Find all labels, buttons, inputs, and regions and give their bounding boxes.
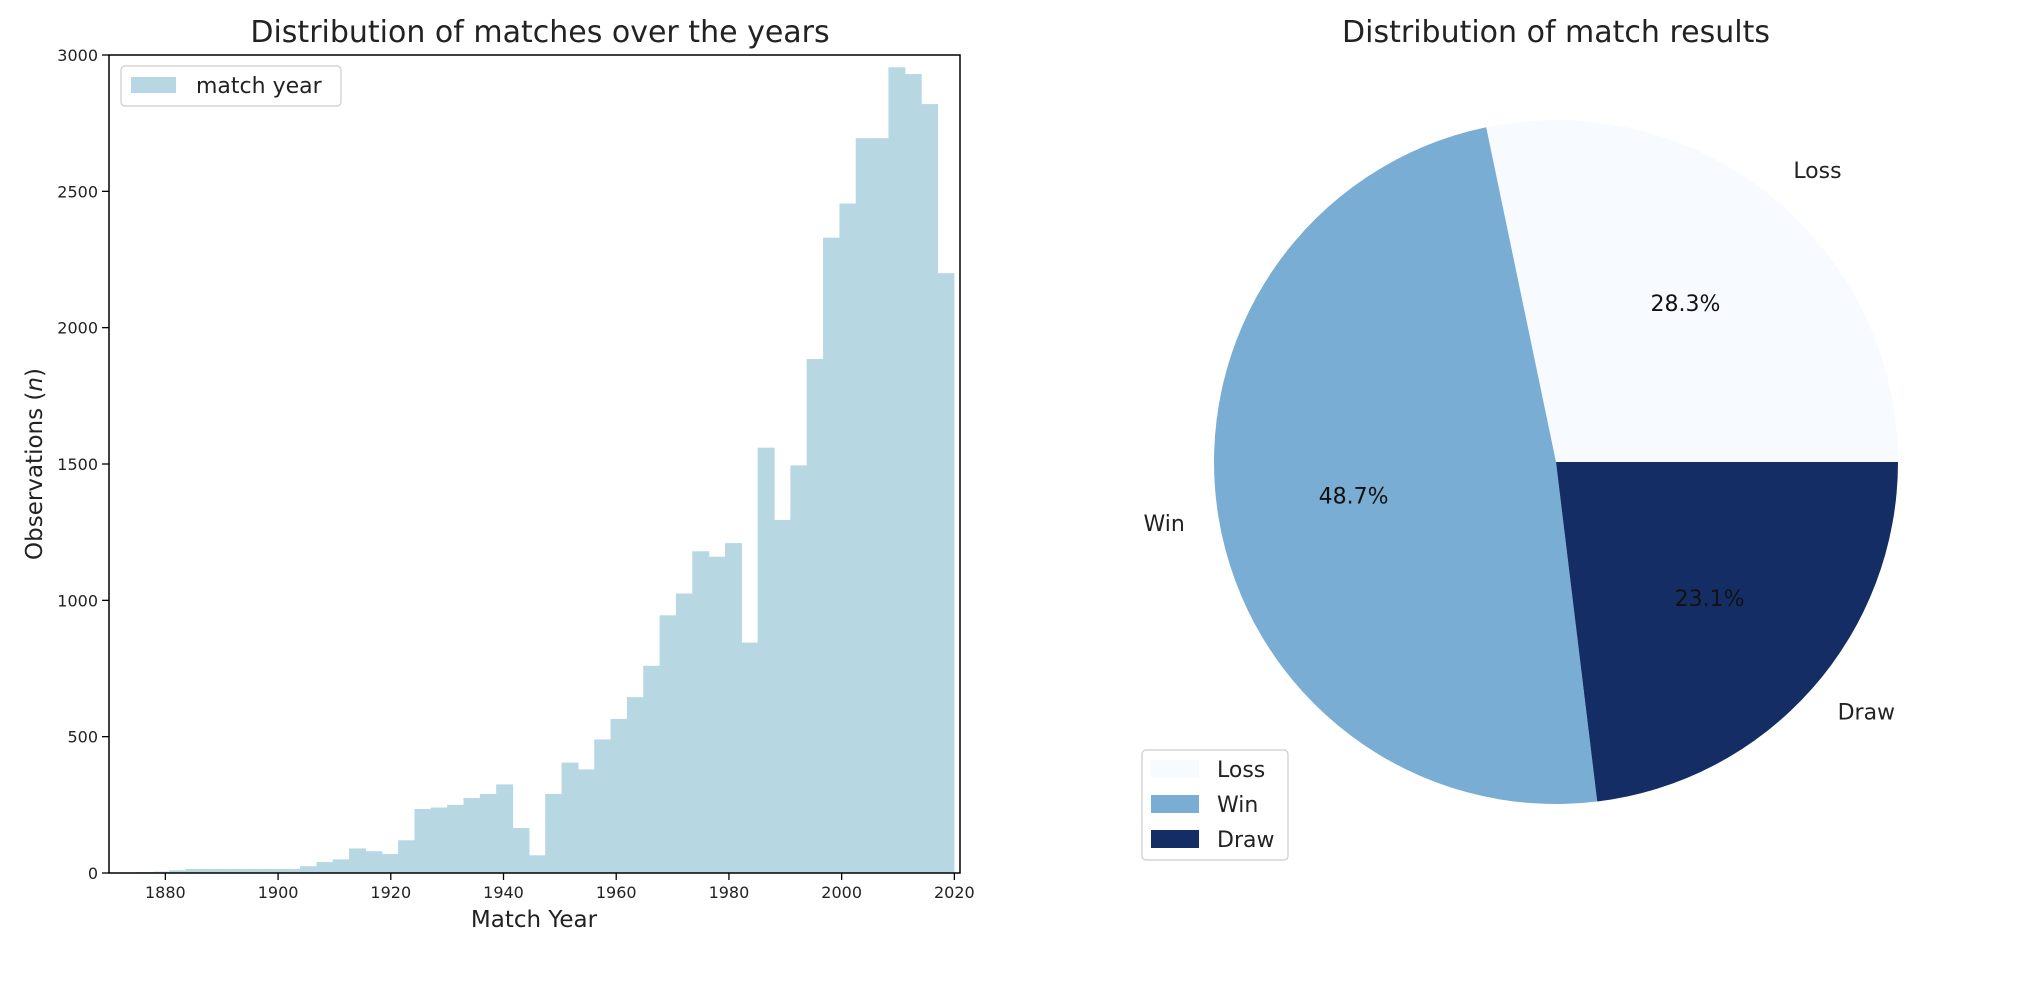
- legend-label-match-year: match year: [196, 74, 323, 99]
- x-tick-label: 1960: [596, 883, 637, 902]
- histogram-bar: [692, 551, 710, 873]
- histogram-bar: [316, 862, 334, 873]
- legend-label-loss: Loss: [1217, 758, 1265, 783]
- pie-label-loss: Loss: [1793, 159, 1841, 184]
- histogram-bar: [577, 769, 595, 873]
- histogram-bar: [855, 138, 873, 873]
- legend-swatch-win: [1151, 795, 1199, 813]
- legend-label-win: Win: [1217, 793, 1258, 818]
- y-axis-label: Observations (n): [22, 368, 48, 560]
- y-tick-label: 2000: [57, 319, 98, 338]
- legend-box: [120, 65, 342, 107]
- legend-label-draw: Draw: [1217, 828, 1274, 853]
- histogram-bar: [512, 828, 530, 873]
- histogram-bar: [234, 868, 252, 873]
- pie-label-win: Win: [1143, 512, 1184, 537]
- histogram-bar: [888, 67, 906, 873]
- histogram-bar: [675, 593, 693, 873]
- histogram-bar: [447, 804, 465, 873]
- histogram-bar: [349, 848, 367, 873]
- x-tick-label: 2000: [821, 883, 862, 902]
- y-tick-label: 1500: [57, 455, 98, 474]
- histogram-bar: [561, 762, 579, 873]
- histogram-bar: [528, 855, 546, 873]
- y-axis-ticks: 0 500 1000 1500 2000 2500 3000: [57, 46, 109, 883]
- x-tick-label: 1900: [258, 883, 299, 902]
- y-tick-label: 3000: [57, 46, 98, 65]
- histogram-bar: [724, 543, 742, 873]
- x-tick-label: 1920: [370, 883, 411, 902]
- histogram-bar: [610, 718, 628, 873]
- histogram-bar: [430, 807, 448, 873]
- histogram-bar: [823, 237, 840, 874]
- histogram-bar: [937, 273, 955, 874]
- pie-percent-win: 48.7%: [1319, 484, 1389, 509]
- histogram-bar: [708, 556, 726, 873]
- pie-percent-loss: 28.3%: [1650, 292, 1720, 317]
- histogram-legend: match year: [120, 65, 342, 107]
- pie-labels: Loss 28.3% Win 48.7% Draw 23.1%: [1143, 159, 1895, 725]
- x-tick-label: 1940: [483, 883, 524, 902]
- pie-slice-win: [1214, 127, 1598, 804]
- histogram-bar: [741, 642, 759, 873]
- match-results-pie-chart: Distribution of match results Loss 28.3% W…: [1141, 15, 1898, 861]
- histogram-bar: [251, 868, 268, 873]
- histogram-bar: [218, 868, 236, 873]
- histogram-bar: [300, 866, 317, 873]
- pie-legend: Loss Win Draw: [1141, 749, 1289, 861]
- histogram-bar: [806, 359, 824, 874]
- legend-swatch-draw: [1151, 830, 1199, 848]
- legend-swatch-loss: [1151, 760, 1199, 778]
- histogram-bar: [904, 74, 922, 873]
- histogram-bar: [381, 853, 399, 873]
- y-tick-label: 0: [88, 864, 98, 883]
- histogram-bar: [201, 868, 219, 873]
- histogram-bar: [267, 868, 285, 873]
- year-histogram-chart: Distribution of matches over the years 1…: [22, 15, 975, 933]
- histogram-bar: [365, 851, 383, 873]
- histogram-bar: [185, 868, 203, 873]
- pie-label-draw: Draw: [1838, 700, 1895, 725]
- histogram-bar: [774, 519, 791, 873]
- histogram-bars: [120, 67, 955, 874]
- histogram-bar: [496, 784, 514, 873]
- histogram-bar: [921, 104, 939, 873]
- histogram-bar: [463, 798, 481, 873]
- histogram-bar: [626, 697, 644, 873]
- pie-slice-draw: [1556, 462, 1898, 802]
- histogram-bar: [414, 808, 432, 873]
- pie-slice-loss: [1486, 119, 1898, 462]
- histogram-bar: [594, 739, 612, 873]
- histogram-title: Distribution of matches over the years: [250, 15, 829, 50]
- y-tick-label: 2500: [57, 182, 98, 201]
- y-tick-label: 500: [67, 728, 98, 747]
- histogram-bar: [169, 870, 187, 873]
- x-axis-label: Match Year: [471, 907, 598, 933]
- histogram-bar: [757, 447, 775, 873]
- x-tick-label: 1980: [709, 883, 750, 902]
- histogram-bar: [839, 203, 857, 873]
- histogram-bar: [643, 665, 661, 873]
- x-tick-label: 1880: [145, 883, 186, 902]
- pie-slices: [1214, 119, 1898, 804]
- histogram-bar: [283, 868, 301, 873]
- histogram-bar: [398, 840, 416, 873]
- x-axis-ticks: 1880 1900 1920 1940 1960 1980 2000 2020: [145, 873, 975, 902]
- pie-title: Distribution of match results: [1342, 15, 1770, 50]
- pie-percent-draw: 23.1%: [1675, 587, 1745, 612]
- histogram-bar: [659, 615, 677, 873]
- histogram-bar: [479, 793, 497, 873]
- histogram-bar: [790, 465, 808, 873]
- legend-swatch-match-year: [131, 77, 176, 93]
- x-tick-label: 2020: [934, 883, 975, 902]
- histogram-bar: [872, 138, 890, 873]
- histogram-bar: [545, 793, 563, 873]
- histogram-bar: [332, 859, 350, 873]
- y-tick-label: 1000: [57, 591, 98, 610]
